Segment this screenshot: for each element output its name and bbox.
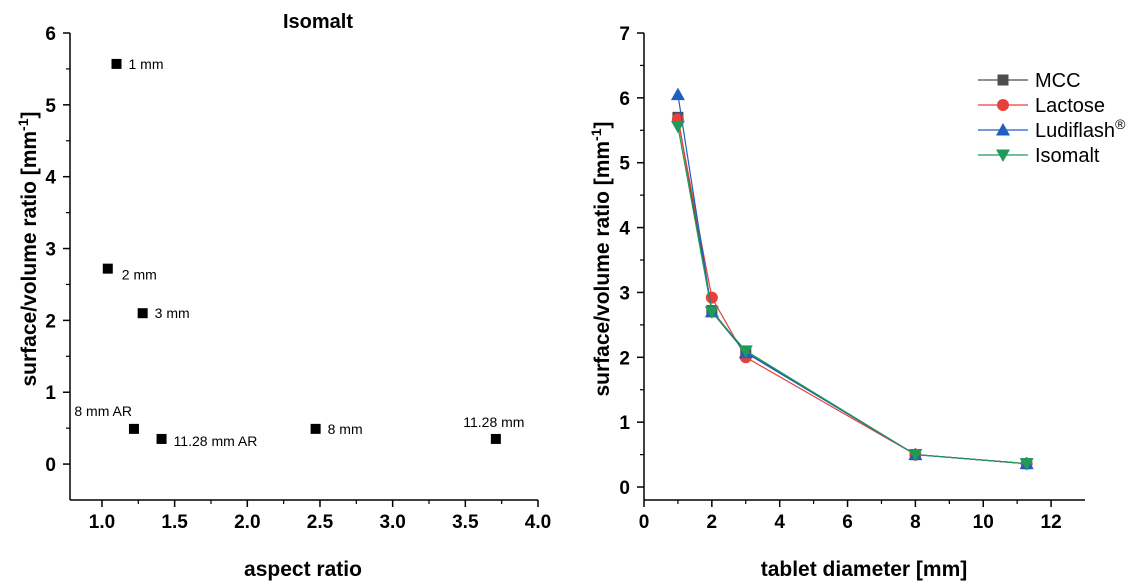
series-point bbox=[1019, 458, 1034, 471]
y-tick-label: 4 bbox=[619, 219, 630, 240]
legend-marker bbox=[997, 74, 1009, 86]
legend-marker bbox=[996, 123, 1010, 136]
series-point bbox=[705, 291, 718, 304]
y-tick-label: 6 bbox=[619, 89, 630, 110]
x-tick-label: 10 bbox=[973, 512, 994, 533]
chart-aspect-ratio: Isomalt 1.0 1.5 2.0 2.5 3.0 3.5 4.0 0 1 2 3 4 5 6 1 m… bbox=[15, 11, 551, 581]
series-point bbox=[670, 120, 685, 134]
data-point bbox=[156, 433, 167, 444]
x-tick-label: 1.0 bbox=[89, 512, 115, 533]
y-tick-label: 2 bbox=[619, 348, 630, 369]
legend-label: Lactose bbox=[1035, 95, 1105, 117]
series-point bbox=[908, 449, 923, 462]
series-point bbox=[670, 87, 685, 101]
y-tick-label: 0 bbox=[619, 478, 630, 499]
y-tick-label: 3 bbox=[45, 240, 56, 261]
legend-label: MCC bbox=[1035, 70, 1081, 92]
series-line bbox=[677, 117, 1027, 465]
y-axis-title: surface/volume ratio [mm-1] bbox=[15, 111, 41, 386]
data-series bbox=[670, 87, 1034, 471]
series-ludiflash bbox=[670, 87, 1034, 470]
y-tick-label: 1 bbox=[45, 383, 56, 404]
data-point bbox=[128, 423, 139, 434]
y-tick-label: 5 bbox=[619, 154, 630, 175]
x-tick-label: 4 bbox=[774, 512, 785, 533]
legend-label-text: MCC bbox=[1035, 70, 1081, 92]
series-line bbox=[677, 126, 1027, 465]
point-label: 8 mm bbox=[328, 421, 363, 437]
series-point bbox=[738, 345, 753, 358]
point-label: 1 mm bbox=[129, 56, 164, 72]
y-tick-label: 5 bbox=[45, 96, 56, 117]
data-point bbox=[102, 263, 113, 274]
x-tick-label: 3.0 bbox=[379, 512, 405, 533]
y-tick-label: 1 bbox=[619, 413, 630, 434]
legend-label-text: Ludiflash bbox=[1035, 120, 1115, 142]
x-tick-label: 3.5 bbox=[452, 512, 479, 533]
x-tick-label: 6 bbox=[842, 512, 853, 533]
data-point bbox=[310, 423, 321, 434]
series-line bbox=[677, 94, 1027, 465]
legend-item-ludiflash: Ludiflash® bbox=[978, 116, 1126, 142]
y-tick-label: 6 bbox=[45, 24, 56, 45]
legend-item-mcc: MCC bbox=[978, 70, 1081, 92]
axes: 1.0 1.5 2.0 2.5 3.0 3.5 4.0 0 1 2 3 4 5 6 bbox=[45, 24, 551, 533]
x-axis-title: aspect ratio bbox=[244, 558, 362, 581]
x-tick-label: 2 bbox=[707, 512, 718, 533]
series-line bbox=[677, 119, 1027, 465]
x-tick-label: 4.0 bbox=[525, 512, 551, 533]
legend-item-lactose: Lactose bbox=[978, 95, 1105, 117]
x-tick-label: 1.5 bbox=[161, 512, 188, 533]
legend-marker bbox=[997, 99, 1009, 111]
x-axis-title: tablet diameter [mm] bbox=[761, 558, 968, 581]
x-tick-label: 8 bbox=[910, 512, 921, 533]
legend-item-isomalt: Isomalt bbox=[978, 145, 1100, 167]
series-isomalt bbox=[670, 120, 1034, 471]
point-label: 3 mm bbox=[155, 305, 190, 321]
y-tick-label: 2 bbox=[45, 311, 56, 332]
point-label: 8 mm AR bbox=[74, 403, 132, 419]
y-tick-label: 4 bbox=[45, 168, 56, 189]
data-point bbox=[490, 433, 501, 444]
x-tick-label: 12 bbox=[1041, 512, 1062, 533]
legend-label-text: Lactose bbox=[1035, 95, 1105, 117]
data-point bbox=[137, 308, 148, 319]
legend-marker bbox=[996, 149, 1010, 162]
y-axis-title: surface/volume ratio [mm-1] bbox=[588, 121, 614, 396]
legend-label: Ludiflash® bbox=[1035, 116, 1126, 142]
x-tick-label: 0 bbox=[639, 512, 650, 533]
point-label: 2 mm bbox=[122, 267, 157, 283]
y-tick-label: 0 bbox=[45, 455, 56, 476]
point-label: 11.28 mm bbox=[463, 414, 524, 430]
legend-label-text: Isomalt bbox=[1035, 145, 1100, 167]
y-tick-label: 7 bbox=[619, 24, 630, 45]
y-tick-label: 3 bbox=[619, 283, 630, 304]
x-tick-label: 2.5 bbox=[307, 512, 334, 533]
legend-label-superscript: ® bbox=[1115, 116, 1126, 132]
legend-label: Isomalt bbox=[1035, 145, 1100, 167]
data-point bbox=[111, 58, 122, 69]
series-point bbox=[704, 306, 719, 319]
chart-title: Isomalt bbox=[283, 11, 353, 33]
point-label: 11.28 mm AR bbox=[174, 433, 258, 449]
x-tick-label: 2.0 bbox=[234, 512, 260, 533]
data-points: 1 mm 2 mm 3 mm 8 mm AR 11.28 mm AR 8 mm 11.28 … bbox=[74, 56, 524, 449]
